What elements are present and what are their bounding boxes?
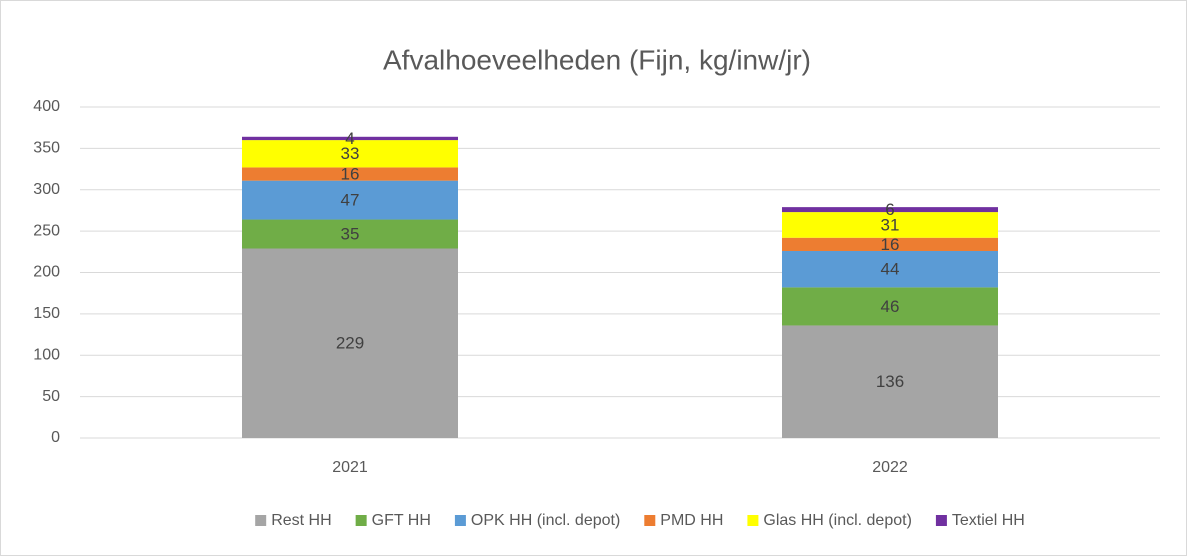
bar-segment [782,212,998,238]
data-label: 33 [341,144,360,163]
data-label: 6 [885,200,894,219]
legend-label: PMD HH [660,512,723,529]
legend-swatch [355,515,367,526]
y-tick-label: 400 [33,98,60,115]
data-label: 46 [881,297,900,316]
chart-title: Afvalhoeveelheden (Fijn, kg/inw/jr) [383,44,811,75]
y-tick-label: 150 [33,305,60,322]
legend-swatch [644,515,656,526]
y-tick-label: 50 [42,388,60,405]
legend-swatch [747,515,759,526]
data-label: 44 [881,260,900,279]
data-label: 47 [341,191,360,210]
data-label: 31 [881,215,900,234]
y-tick-label: 250 [33,222,60,239]
bar-segment [782,207,998,213]
bar-segment [242,248,458,438]
y-tick-label: 350 [33,140,60,157]
x-tick-label: 2022 [872,459,908,476]
bar-segment [242,167,458,181]
bar-segment [242,140,458,168]
bar-segment [782,237,998,251]
bar-segment [782,287,998,326]
data-label: 229 [336,334,364,353]
x-tick-label: 2021 [332,459,368,476]
legend-swatch [935,515,947,526]
legend-label: Textiel HH [952,512,1025,529]
data-label: 16 [341,165,360,184]
legend-label: Rest HH [271,512,331,529]
y-tick-label: 200 [33,264,60,281]
legend-label: OPK HH (incl. depot) [471,512,620,529]
bar-segment [242,136,458,141]
y-tick-label: 0 [51,429,60,446]
y-tick-label: 300 [33,181,60,198]
bar-segment [782,250,998,288]
legend-label: Glas HH (incl. depot) [763,512,912,529]
y-tick-label: 100 [33,346,60,363]
data-label: 16 [881,235,900,254]
legend-label: GFT HH [372,512,431,529]
data-label: 4 [345,129,354,148]
data-label: 35 [341,225,360,244]
bar-segment [782,325,998,438]
legend-swatch [454,515,466,526]
legend-swatch [255,515,267,526]
data-label: 136 [876,372,904,391]
bar-segment [242,219,458,249]
bar-segment [242,180,458,220]
